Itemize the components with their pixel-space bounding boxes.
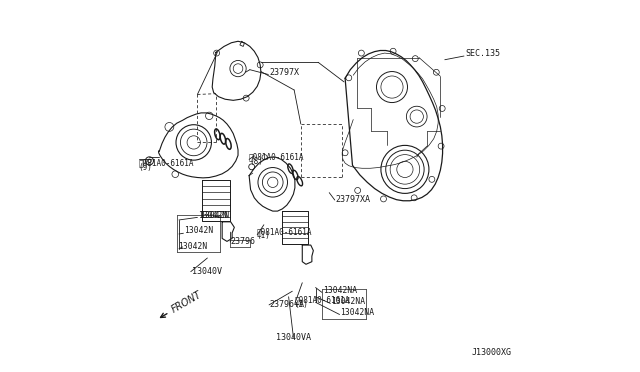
- Text: SEC.135: SEC.135: [465, 49, 500, 58]
- Text: 13040V: 13040V: [191, 267, 221, 276]
- Text: (9): (9): [138, 163, 152, 172]
- Text: 13042NA: 13042NA: [331, 297, 365, 306]
- Text: Ⓑ081A0-6161A: Ⓑ081A0-6161A: [294, 295, 349, 304]
- Text: (8): (8): [249, 157, 263, 166]
- Text: 13042N: 13042N: [200, 212, 229, 221]
- Text: 23796: 23796: [230, 237, 255, 246]
- Text: (1): (1): [294, 300, 308, 309]
- Text: 13042NA: 13042NA: [323, 286, 357, 295]
- Text: FRONT: FRONT: [170, 289, 203, 314]
- Text: 13042N: 13042N: [184, 226, 213, 235]
- Text: J13000XG: J13000XG: [472, 348, 511, 357]
- Text: 13042N: 13042N: [178, 242, 207, 251]
- Text: 13040VA: 13040VA: [276, 333, 311, 342]
- Text: 13042NA: 13042NA: [340, 308, 374, 317]
- Text: Ⓑ081A0-6161A: Ⓑ081A0-6161A: [138, 159, 194, 168]
- Text: 23797XA: 23797XA: [336, 195, 371, 203]
- Text: (1): (1): [257, 231, 270, 240]
- Text: 23797X: 23797X: [269, 68, 299, 77]
- Text: Ⓑ081A0-6161A: Ⓑ081A0-6161A: [249, 153, 305, 161]
- Text: Ⓑ081A0-6161A: Ⓑ081A0-6161A: [257, 227, 312, 236]
- Text: 23796+A: 23796+A: [269, 300, 305, 309]
- Text: 13042N: 13042N: [198, 212, 227, 221]
